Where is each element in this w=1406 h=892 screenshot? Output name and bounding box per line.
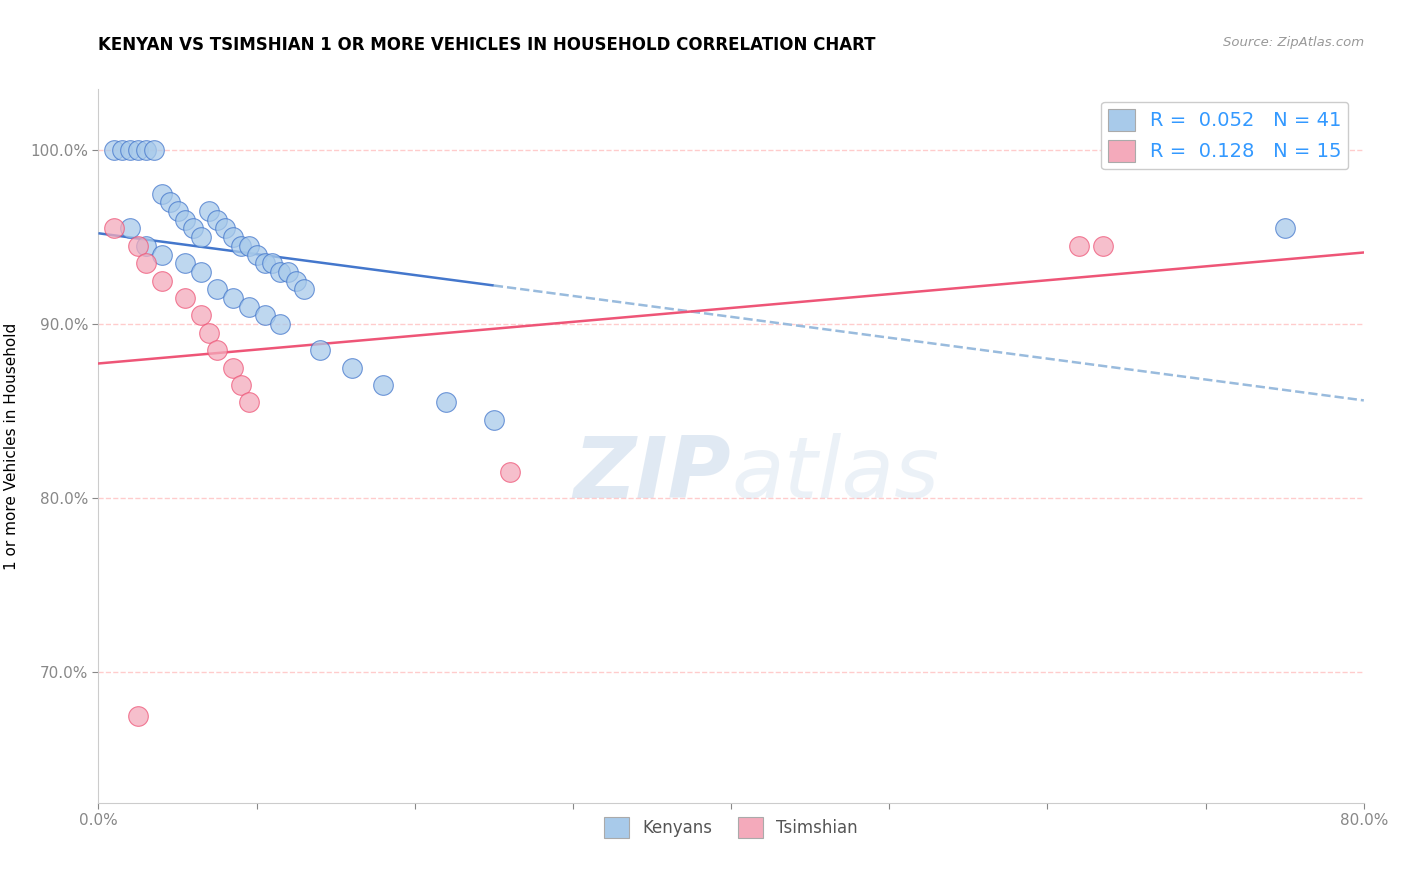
Point	[238, 300, 260, 314]
Point	[127, 143, 149, 157]
Legend: Kenyans, Tsimshian: Kenyans, Tsimshian	[598, 811, 865, 845]
Point	[1274, 221, 1296, 235]
Point	[103, 221, 125, 235]
Text: Source: ZipAtlas.com: Source: ZipAtlas.com	[1223, 36, 1364, 49]
Point	[190, 230, 212, 244]
Point	[159, 195, 181, 210]
Point	[222, 291, 245, 305]
Point	[166, 204, 188, 219]
Point	[183, 221, 205, 235]
Point	[238, 395, 260, 409]
Point	[238, 239, 260, 253]
Text: ZIP: ZIP	[574, 433, 731, 516]
Point	[135, 256, 157, 270]
Point	[222, 360, 245, 375]
Point	[340, 360, 363, 375]
Point	[1091, 239, 1114, 253]
Point	[174, 256, 197, 270]
Point	[174, 291, 197, 305]
Point	[150, 247, 173, 261]
Y-axis label: 1 or more Vehicles in Household: 1 or more Vehicles in Household	[4, 322, 18, 570]
Point	[190, 265, 212, 279]
Point	[246, 247, 269, 261]
Point	[269, 317, 291, 331]
Text: KENYAN VS TSIMSHIAN 1 OR MORE VEHICLES IN HOUSEHOLD CORRELATION CHART: KENYAN VS TSIMSHIAN 1 OR MORE VEHICLES I…	[98, 36, 876, 54]
Point	[436, 395, 458, 409]
Point	[262, 256, 284, 270]
Point	[111, 143, 134, 157]
Point	[127, 239, 149, 253]
Point	[253, 309, 276, 323]
Point	[498, 465, 520, 479]
Point	[277, 265, 299, 279]
Point	[229, 239, 252, 253]
Point	[1067, 239, 1090, 253]
Point	[198, 326, 221, 340]
Point	[198, 204, 221, 219]
Point	[174, 212, 197, 227]
Point	[371, 378, 394, 392]
Point	[135, 143, 157, 157]
Point	[127, 708, 149, 723]
Point	[205, 212, 228, 227]
Text: atlas: atlas	[731, 433, 939, 516]
Point	[135, 239, 157, 253]
Point	[285, 274, 308, 288]
Point	[253, 256, 276, 270]
Point	[482, 413, 505, 427]
Point	[120, 143, 141, 157]
Point	[150, 186, 173, 201]
Point	[150, 274, 173, 288]
Point	[269, 265, 291, 279]
Point	[103, 143, 125, 157]
Point	[222, 230, 245, 244]
Point	[190, 309, 212, 323]
Point	[142, 143, 165, 157]
Point	[120, 221, 141, 235]
Point	[229, 378, 252, 392]
Point	[205, 343, 228, 358]
Point	[309, 343, 332, 358]
Point	[292, 282, 315, 296]
Point	[205, 282, 228, 296]
Point	[214, 221, 236, 235]
